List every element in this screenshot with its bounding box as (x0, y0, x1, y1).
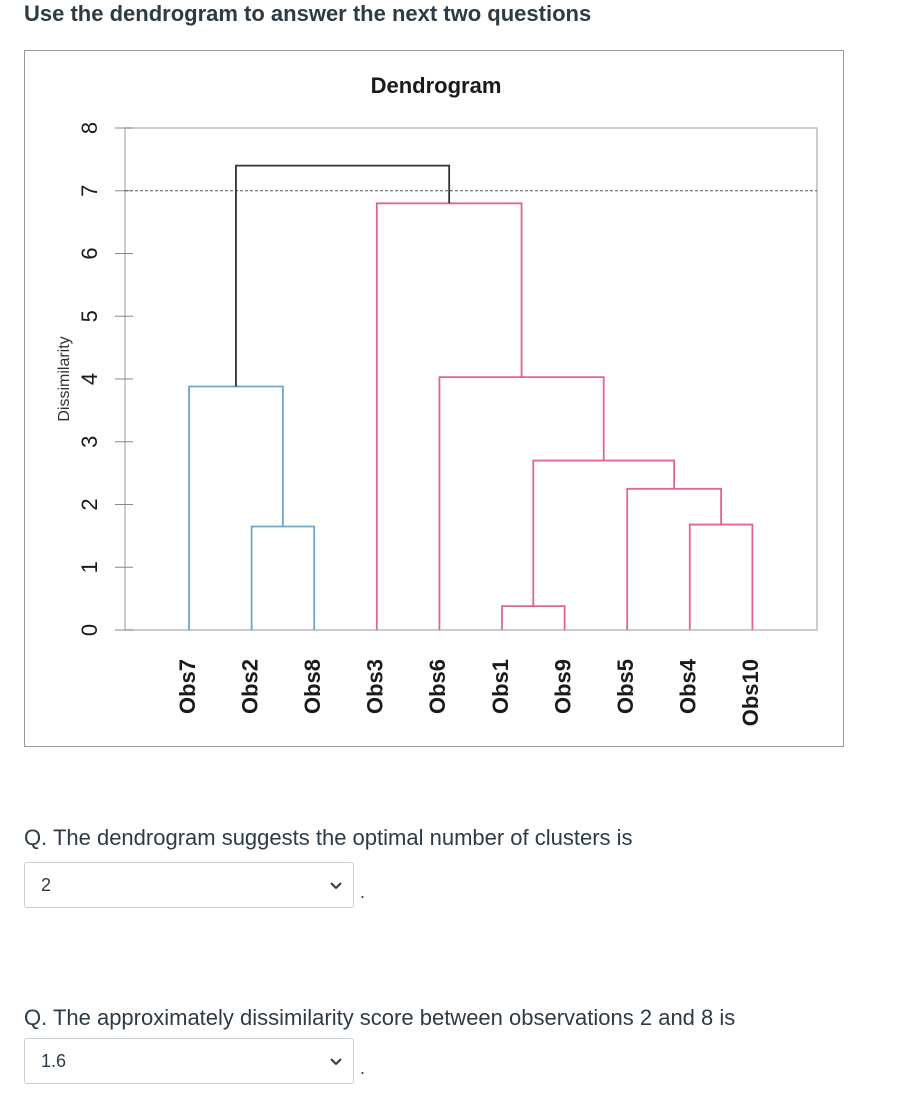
dissimilarity-answer-select[interactable]: 1.6 (24, 1038, 354, 1084)
leaf-label: Obs4 (676, 658, 701, 714)
leaf-label: Obs8 (300, 659, 325, 714)
leaf-label: Obs2 (237, 659, 262, 714)
merge-branch (532, 459, 676, 607)
dendrogram-figure: 0 1 2 3 4 5 6 7 8 Obs7 Obs2 Obs8 Obs3 Obs6 Obs1 Obs9 Obs… (24, 50, 844, 747)
merge-link (235, 164, 451, 387)
question-2-period: . (360, 1058, 366, 1078)
y-tick-label: 6 (77, 247, 102, 259)
merge-link (688, 523, 754, 630)
merge-branch (501, 605, 566, 630)
merge-link (250, 525, 316, 630)
chevron-down-icon (329, 877, 343, 898)
question-1-period: . (360, 882, 366, 902)
leaf-label: Obs9 (550, 659, 575, 714)
merge-link (375, 202, 523, 630)
clusters-answer-select[interactable]: 2 (24, 862, 354, 908)
leaf-label: Obs3 (363, 659, 388, 714)
merge-link (438, 376, 605, 630)
instructions-heading: Use the dendrogram to answer the next tw… (24, 1, 592, 26)
merge-link (501, 605, 566, 630)
y-tick-label: 2 (77, 498, 102, 510)
merge-link (188, 385, 284, 630)
y-tick-label: 3 (77, 436, 102, 448)
leaf-label: Obs6 (425, 659, 450, 714)
merge-branch (188, 385, 284, 630)
axis-layer (115, 127, 818, 631)
label-layer: 0 1 2 3 4 5 6 7 8 Obs7 Obs2 Obs8 Obs3 Obs6 Obs1 Obs9 Obs… (77, 122, 763, 726)
y-tick-label: 5 (77, 310, 102, 322)
y-tick-label: 4 (77, 373, 102, 385)
tree-layer (188, 164, 754, 630)
y-tick-label: 8 (77, 122, 102, 134)
merge-branch (688, 523, 754, 630)
merge-branch (375, 202, 523, 630)
question-2-text: Q. The approximately dissimilarity score… (24, 1005, 736, 1030)
chart-title: Dendrogram (371, 73, 502, 98)
chevron-down-icon (329, 1053, 343, 1074)
y-tick-label: 1 (77, 561, 102, 573)
leaf-label: Obs1 (488, 659, 513, 714)
leaf-label: Obs7 (175, 659, 200, 714)
dissimilarity-select-value: 1.6 (41, 1051, 67, 1071)
question-1-text: Q. The dendrogram suggests the optimal n… (24, 825, 633, 850)
y-axis-label: Dissimilarity (56, 336, 73, 421)
leaf-label: Obs10 (738, 659, 763, 726)
merge-branch (235, 164, 451, 387)
leaf-label: Obs5 (613, 659, 638, 714)
merge-link (626, 487, 722, 630)
y-tick-label: 7 (77, 185, 102, 197)
merge-branch (626, 487, 722, 630)
merge-branch (438, 376, 605, 630)
y-tick-label: 0 (77, 624, 102, 636)
clusters-select-value: 2 (41, 875, 52, 895)
merge-branch (250, 525, 316, 630)
merge-link (532, 459, 676, 607)
dendrogram-chart: 0 1 2 3 4 5 6 7 8 Obs7 Obs2 Obs8 Obs3 Obs6 Obs1 Obs9 Obs… (56, 73, 818, 726)
